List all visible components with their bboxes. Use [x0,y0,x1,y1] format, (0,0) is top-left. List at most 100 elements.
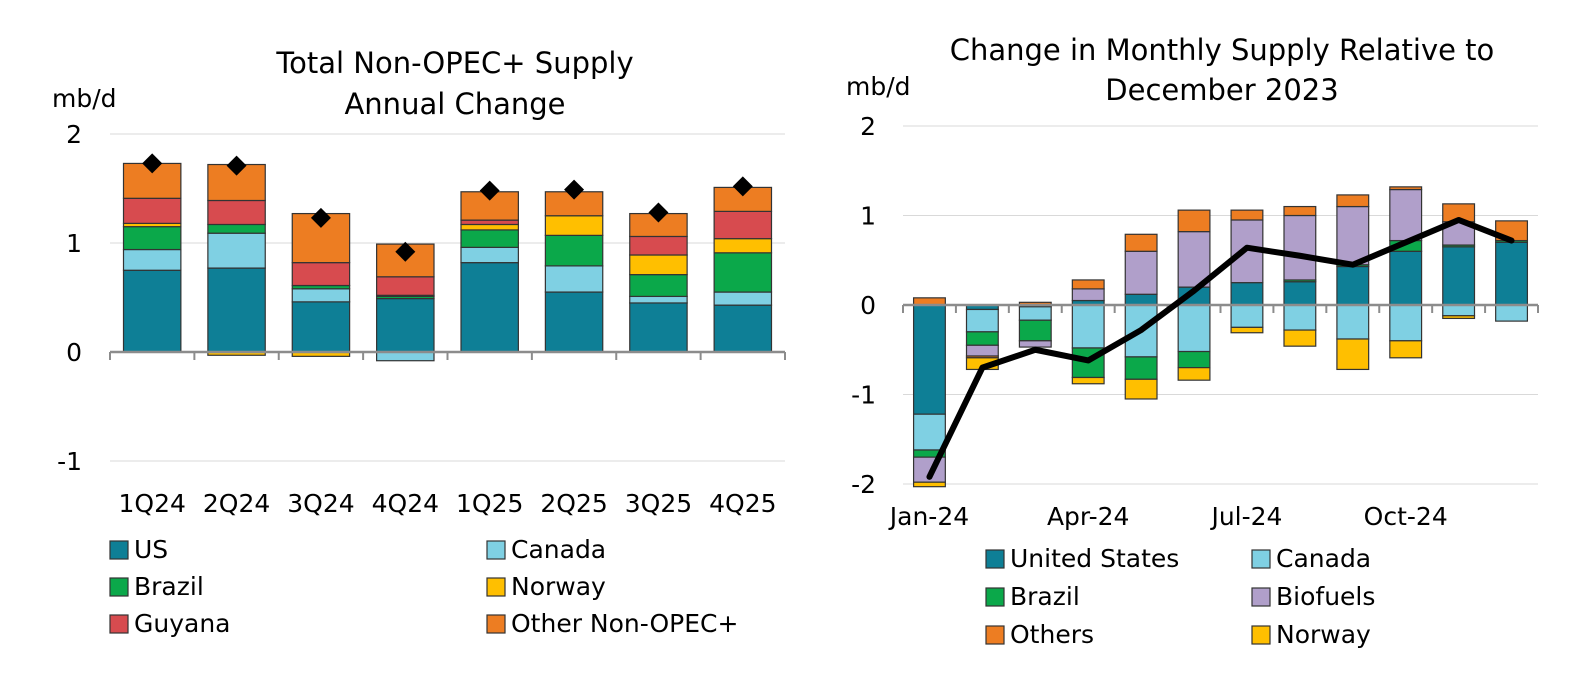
y-tick-label: 2 [860,112,876,141]
bar-canada-1q24 [122,248,182,271]
bar-norway-may-24 [1124,378,1158,400]
bar-guyana-3q24 [291,262,351,287]
bar-united-states-aug-24 [1283,281,1317,306]
bar-canada-mar-24 [1018,306,1052,321]
bar-norway-apr-24 [1071,376,1105,385]
x-tick-labels: 1Q24 2Q24 3Q24 4Q24 1Q25 2Q25 3Q25 4Q25 [118,489,776,518]
bar-canada-feb-24 [965,308,999,333]
legend-swatch [1251,587,1271,607]
bar-norway-jul-24 [1230,326,1264,334]
legend-swatch [109,540,129,560]
x-axis [109,350,786,360]
bar-norway-1q25 [460,223,519,231]
bar-norway-3q25 [629,254,688,276]
y-tick-label: 2 [66,120,82,149]
bar-canada-apr-24 [1071,304,1105,349]
x-tick-label: Apr-24 [1047,502,1129,531]
legend-swatch [486,614,506,634]
bar-canada-3q25 [629,295,688,304]
bar-guyana-4q25 [713,210,773,240]
legend-item-united-states: United States [985,544,1179,573]
x-tick-label: Oct-24 [1364,502,1448,531]
total-marker-4q24 [395,241,416,262]
bar-united-states-may-24 [1124,293,1158,306]
legend-item-guyana: Guyana [109,609,231,638]
bar-biofuels-apr-24 [1071,288,1105,302]
legend-swatch [486,540,506,560]
x-tick-label: Jul-24 [1209,502,1282,531]
total-marker-1q25 [479,180,500,201]
x-tick-label: 1Q24 [118,489,185,518]
legend-label: Norway [1276,620,1371,649]
legend-swatch [109,577,129,597]
legend-swatch [486,577,506,597]
bar-us-4q25 [713,304,773,353]
bar-canada-3q24 [291,288,351,303]
legend-item-canada: Canada [1251,544,1371,573]
bar-canada-oct-24 [1389,304,1423,342]
bar-brazil-4q25 [713,252,773,293]
bar-biofuels-aug-24 [1283,214,1317,281]
chart-title-line-1: Change in Monthly Supply Relative to [950,33,1495,67]
x-tick-label: 1Q25 [456,489,523,518]
bar-canada-2q25 [544,265,604,293]
legend-label: Norway [511,572,606,601]
bar-canada-2q24 [207,232,266,269]
bar-brazil-feb-24 [965,331,999,346]
total-marker-3q24 [310,207,331,228]
legend-label: Others [1010,620,1094,649]
legend: United States Canada Brazil Biofuels Others N… [985,544,1375,649]
x-tick-label: 2Q25 [540,489,607,518]
bar-canada-nov-24 [1442,304,1476,317]
bar-us-4q24 [376,297,435,353]
bar-us-2q25 [544,291,604,353]
bar-canada-jul-24 [1230,304,1264,328]
bar-others-sep-24 [1336,194,1370,208]
legend-item-other-non-opec: Other Non-OPEC+ [486,609,738,638]
legend-label: Biofuels [1276,582,1375,611]
bar-biofuels-sep-24 [1336,205,1370,266]
y-axis-unit-label: mb/d [52,84,117,113]
legend-item-us: US [109,535,168,564]
legend-item-norway: Norway [486,572,606,601]
bar-norway-2q25 [544,215,604,236]
y-tick-labels: 2 1 0 -1 [57,120,82,476]
bar-norway-nov-24 [1442,315,1476,320]
chart-annual-change: Total Non-OPEC+ Supply Annual Change mb/… [52,46,786,638]
legend-label: United States [1010,544,1179,573]
x-tick-labels: Jan-24 Apr-24 Jul-24 Oct-24 [888,502,1448,531]
bar-us-1q24 [122,269,182,353]
x-tick-label: 3Q25 [625,489,692,518]
legend-swatch [985,625,1005,645]
legend-item-norway: Norway [1251,620,1371,649]
legend-label: Brazil [134,572,204,601]
y-tick-label: 0 [66,338,82,367]
bar-brazil-1q24 [122,226,182,251]
total-markers [142,153,753,262]
bar-biofuels-feb-24 [965,344,999,357]
legend-label: Canada [511,535,606,564]
bar-biofuels-may-24 [1124,250,1158,295]
legend-label: US [134,535,168,564]
total-marker-1q24 [142,153,163,174]
y-tick-label: 1 [860,202,876,231]
bar-guyana-1q25 [460,219,519,226]
bar-norway-4q25 [713,238,773,254]
gridlines [903,125,1538,485]
bar-brazil-mar-24 [1018,319,1052,342]
bar-guyana-1q24 [122,197,182,224]
bar-us-2q24 [207,267,266,353]
x-tick-label: 3Q24 [287,489,354,518]
legend-swatch [1251,625,1271,645]
bar-brazil-1q25 [460,229,519,248]
bar-canada-4q25 [713,291,773,306]
bar-united-states-sep-24 [1336,265,1370,306]
bar-others-oct-24 [1389,186,1423,191]
x-tick-label: 4Q24 [372,489,439,518]
bar-guyana-3q25 [629,235,688,256]
x-tick-label: 2Q24 [203,489,270,518]
bar-united-states-oct-24 [1389,250,1423,306]
bar-others-jun-24 [1177,209,1211,233]
legend-item-brazil: Brazil [985,582,1080,611]
bar-others-apr-24 [1071,279,1105,290]
